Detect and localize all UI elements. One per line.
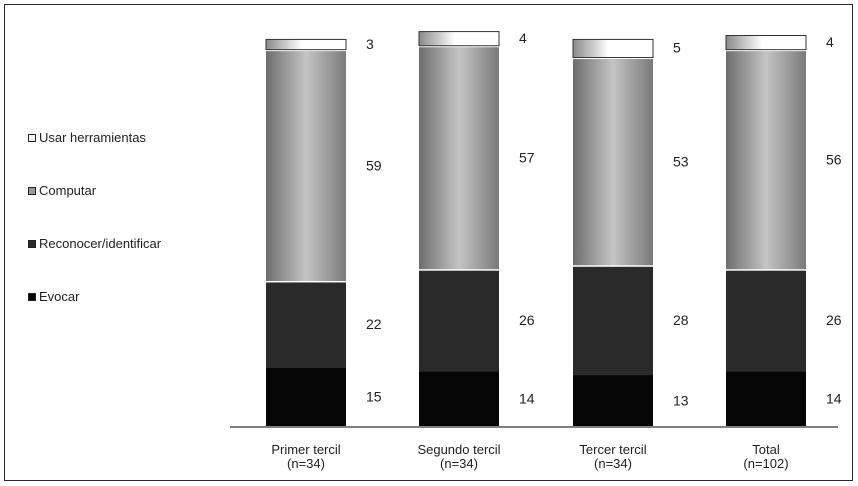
- data-label-usar-herramientas-3: 4: [826, 34, 834, 50]
- bar-computar-2: [573, 59, 653, 266]
- x-tick-label-0-1: (n=34): [287, 456, 325, 471]
- x-tick-label-2-0: Tercer tercil: [579, 442, 646, 457]
- x-tick-label-0-0: Primer tercil: [271, 442, 340, 457]
- data-label-evocar-1: 14: [519, 391, 535, 407]
- data-label-reconocer-identificar-0: 22: [366, 316, 382, 332]
- legend-swatch-evocar: [28, 292, 36, 301]
- x-tick-label-3-1: (n=102): [743, 456, 788, 471]
- bar-reconocer-identificar-2: [573, 266, 653, 376]
- legend-item-reconocer-identificar: Reconocer/identificar: [28, 236, 161, 251]
- data-label-usar-herramientas-1: 4: [519, 30, 527, 46]
- data-label-computar-3: 56: [826, 151, 842, 167]
- bar-reconocer-identificar-0: [266, 282, 346, 368]
- bar-usar-herramientas-1: [418, 31, 500, 47]
- bar-evocar-2: [573, 375, 653, 426]
- legend-label-reconocer-identificar: Reconocer/identificar: [39, 236, 162, 251]
- bar-reconocer-identificar-3: [726, 270, 806, 372]
- bar-computar-0: [266, 51, 346, 281]
- legend-label-usar-herramientas: Usar herramientas: [39, 130, 146, 145]
- bar-reconocer-identificar-1: [419, 270, 499, 372]
- bar-evocar-0: [266, 367, 346, 426]
- bar-usar-herramientas-2: [572, 38, 654, 59]
- x-tick-label-3-0: Total: [752, 442, 780, 457]
- bar-evocar-1: [419, 371, 499, 426]
- bar-computar-1: [419, 47, 499, 270]
- bar-usar-herramientas-3: [725, 35, 807, 51]
- legend-label-evocar: Evocar: [39, 289, 80, 304]
- data-label-evocar-2: 13: [673, 393, 689, 409]
- data-label-reconocer-identificar-3: 26: [826, 312, 842, 328]
- x-tick-label-2-1: (n=34): [594, 456, 632, 471]
- bar-computar-3: [726, 51, 806, 270]
- data-label-computar-2: 53: [673, 153, 689, 169]
- data-label-computar-0: 59: [366, 157, 382, 173]
- legend-swatch-reconocer-identificar: [28, 239, 36, 248]
- legend-swatch-computar: [28, 186, 36, 195]
- x-tick-label-1-1: (n=34): [440, 456, 478, 471]
- x-tick-label-1-0: Segundo tercil: [417, 442, 500, 457]
- bar-usar-herramientas-0: [265, 38, 347, 51]
- legend-swatch-usar-herramientas: [28, 133, 36, 142]
- data-label-reconocer-identificar-2: 28: [673, 312, 689, 328]
- data-label-usar-herramientas-2: 5: [673, 40, 681, 56]
- bar-evocar-3: [726, 371, 806, 426]
- data-label-evocar-3: 14: [826, 391, 842, 407]
- data-label-usar-herramientas-0: 3: [366, 36, 374, 52]
- legend-item-evocar: Evocar: [28, 289, 79, 304]
- data-label-computar-1: 57: [519, 149, 535, 165]
- legend-item-computar: Computar: [28, 183, 96, 198]
- data-label-evocar-0: 15: [366, 389, 382, 405]
- legend-item-usar-herramientas: Usar herramientas: [28, 130, 146, 145]
- data-label-reconocer-identificar-1: 26: [519, 312, 535, 328]
- legend-label-computar: Computar: [39, 183, 97, 198]
